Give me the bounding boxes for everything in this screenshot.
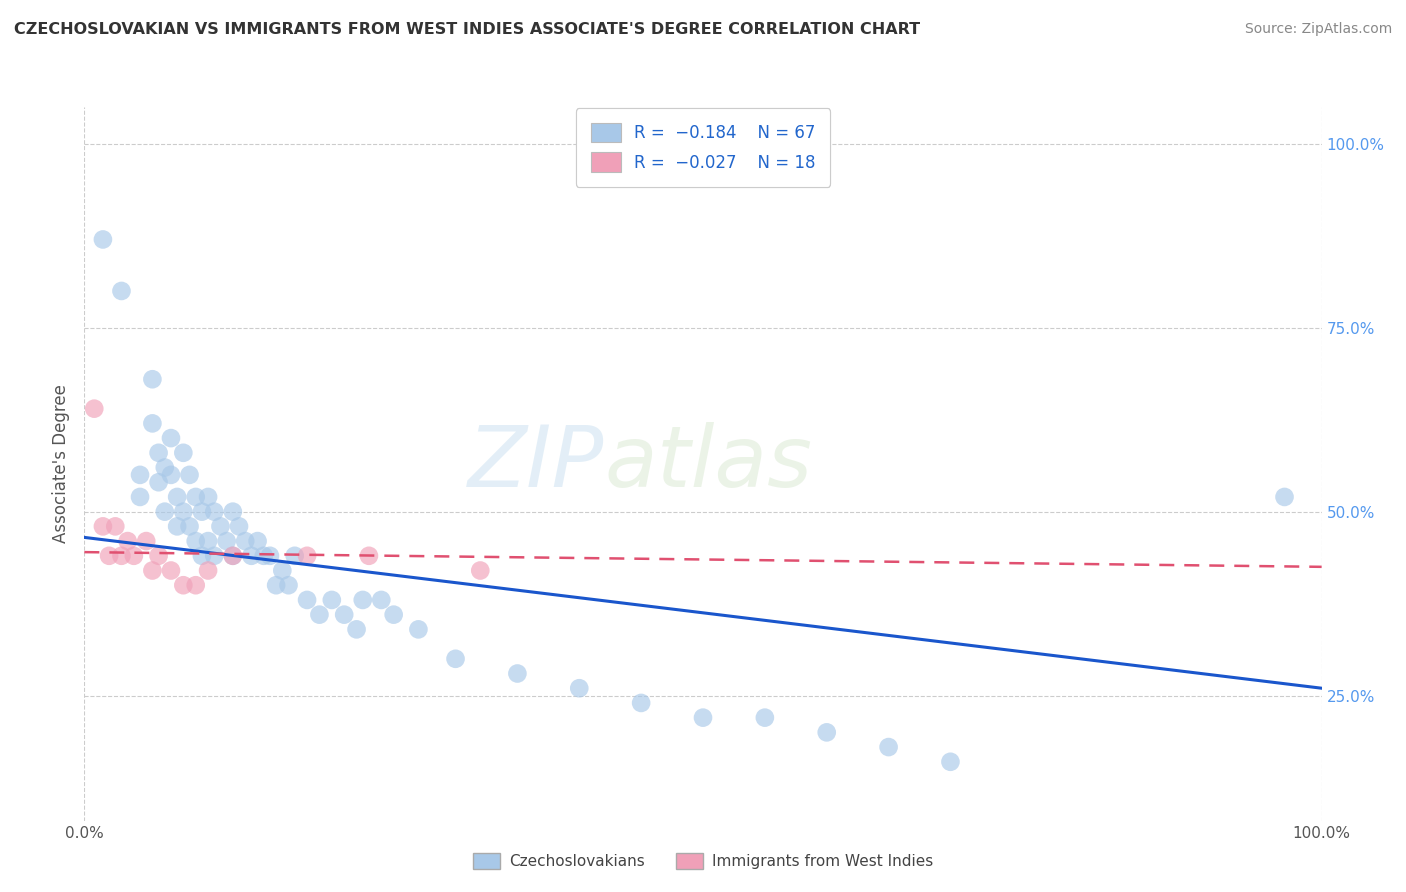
Point	[308, 607, 330, 622]
Point	[153, 505, 176, 519]
Point	[197, 490, 219, 504]
Point	[939, 755, 962, 769]
Point	[91, 519, 114, 533]
Point	[202, 549, 225, 563]
Point	[184, 534, 207, 549]
Point	[135, 534, 157, 549]
Text: Source: ZipAtlas.com: Source: ZipAtlas.com	[1244, 22, 1392, 37]
Point	[129, 467, 152, 482]
Point	[222, 549, 245, 563]
Point	[233, 534, 256, 549]
Point	[222, 505, 245, 519]
Point	[408, 623, 430, 637]
Point	[160, 467, 183, 482]
Legend: Czechoslovakians, Immigrants from West Indies: Czechoslovakians, Immigrants from West I…	[467, 847, 939, 875]
Point	[271, 564, 294, 578]
Point	[110, 284, 132, 298]
Point	[148, 446, 170, 460]
Text: CZECHOSLOVAKIAN VS IMMIGRANTS FROM WEST INDIES ASSOCIATE'S DEGREE CORRELATION CH: CZECHOSLOVAKIAN VS IMMIGRANTS FROM WEST …	[14, 22, 920, 37]
Point	[160, 564, 183, 578]
Point	[179, 519, 201, 533]
Point	[357, 549, 380, 563]
Point	[197, 534, 219, 549]
Point	[754, 711, 776, 725]
Point	[352, 593, 374, 607]
Point	[877, 740, 900, 755]
Point	[259, 549, 281, 563]
Point	[284, 549, 307, 563]
Point	[630, 696, 652, 710]
Point	[470, 564, 492, 578]
Point	[148, 475, 170, 490]
Point	[568, 681, 591, 696]
Point	[148, 549, 170, 563]
Point	[197, 564, 219, 578]
Point	[191, 505, 214, 519]
Point	[172, 578, 194, 592]
Point	[98, 549, 121, 563]
Point	[321, 593, 343, 607]
Point	[295, 593, 318, 607]
Point	[346, 623, 368, 637]
Point	[141, 417, 163, 431]
Point	[1274, 490, 1296, 504]
Point	[110, 549, 132, 563]
Point	[153, 460, 176, 475]
Point	[209, 519, 232, 533]
Point	[166, 519, 188, 533]
Point	[382, 607, 405, 622]
Text: ZIP: ZIP	[468, 422, 605, 506]
Point	[240, 549, 263, 563]
Point	[228, 519, 250, 533]
Point	[122, 549, 145, 563]
Point	[83, 401, 105, 416]
Point	[815, 725, 838, 739]
Point	[333, 607, 356, 622]
Point	[253, 549, 276, 563]
Point	[104, 519, 127, 533]
Point	[264, 578, 287, 592]
Point	[166, 490, 188, 504]
Point	[202, 505, 225, 519]
Legend: R =  −0.184    N = 67, R =  −0.027    N = 18: R = −0.184 N = 67, R = −0.027 N = 18	[575, 108, 831, 186]
Point	[370, 593, 392, 607]
Point	[172, 446, 194, 460]
Point	[160, 431, 183, 445]
Point	[129, 490, 152, 504]
Point	[295, 549, 318, 563]
Point	[215, 534, 238, 549]
Point	[179, 467, 201, 482]
Point	[141, 564, 163, 578]
Point	[692, 711, 714, 725]
Point	[506, 666, 529, 681]
Point	[277, 578, 299, 592]
Point	[172, 505, 194, 519]
Y-axis label: Associate's Degree: Associate's Degree	[52, 384, 70, 543]
Point	[91, 232, 114, 246]
Point	[184, 578, 207, 592]
Point	[141, 372, 163, 386]
Point	[246, 534, 269, 549]
Point	[184, 490, 207, 504]
Point	[191, 549, 214, 563]
Point	[222, 549, 245, 563]
Point	[444, 652, 467, 666]
Text: atlas: atlas	[605, 422, 813, 506]
Point	[117, 534, 139, 549]
